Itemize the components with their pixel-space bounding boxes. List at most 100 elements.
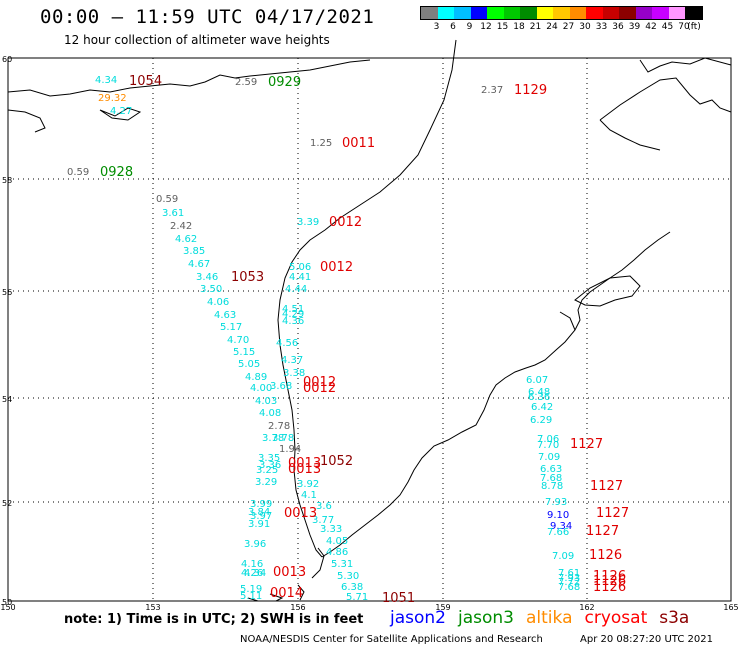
wave-height-value: 1.94 [279, 444, 301, 455]
wave-height-value: 3.85 [183, 246, 205, 257]
wave-height-value: 4.08 [259, 408, 281, 419]
latitude-label: 56 [2, 288, 12, 297]
wave-height-value: 3.77 [312, 515, 334, 526]
colorbar-labels: 3 6 9 12 15 18 21 24 27 30 33 36 39 42 45 70 (ft) [420, 22, 703, 34]
wave-height-colorbar: 3 6 9 12 15 18 21 24 27 30 33 36 39 42 45 70 (ft) [420, 6, 703, 34]
colorbar-swatch [619, 7, 636, 19]
map-subtitle: 12 hour collection of altimeter wave hei… [64, 33, 330, 47]
pass-time-label: 0014 [270, 586, 303, 601]
colorbar-swatch [536, 7, 553, 19]
colorbar-label: 45 [661, 22, 674, 32]
wave-height-value: 7.68 [558, 582, 580, 593]
colorbar-swatch [652, 7, 669, 19]
colorbar-label: 6 [450, 22, 456, 32]
wave-height-value: 3.92 [297, 479, 319, 490]
wave-height-value: 2.59 [235, 77, 257, 88]
wave-height-value: 5.06 [289, 262, 311, 273]
wave-height-value: 3.36 [259, 460, 281, 471]
wave-height-value: 6.48 [528, 387, 550, 398]
footer-credit: NOAA/NESDIS Center for Satellite Applica… [240, 634, 543, 645]
pass-time-label: 0011 [342, 136, 375, 151]
wave-height-value: 7.93 [545, 497, 567, 508]
wave-height-value: 0.59 [67, 167, 89, 178]
pass-time-label: 1054 [129, 74, 162, 89]
wave-height-value: 4.70 [227, 335, 249, 346]
latitude-label: 50 [2, 598, 12, 607]
wave-height-value: 8.78 [541, 481, 563, 492]
wave-height-value: 4.63 [214, 310, 236, 321]
wave-height-value: 5.19 [240, 584, 262, 595]
wave-height-value: 4.29 [282, 309, 304, 320]
colorbar-swatch [586, 7, 603, 19]
wave-height-value: 7.70 [537, 440, 559, 451]
latitude-label: 54 [2, 395, 12, 404]
wave-height-value: 3.50 [200, 284, 222, 295]
pass-time-labels: 1054 092909281129001100120012105300120012… [100, 74, 629, 606]
wave-height-value: 5.30 [337, 571, 359, 582]
wave-height-value: 7.68 [540, 473, 562, 484]
pass-time-label: 1129 [514, 83, 547, 98]
wave-height-value: 9.10 [547, 510, 569, 521]
colorbar-label: 33 [595, 22, 608, 32]
wave-height-value: 7.06 [537, 434, 559, 445]
wave-height-value: 6.63 [540, 464, 562, 475]
colorbar-label: (ft) [687, 22, 701, 32]
colorbar-swatch [602, 7, 619, 19]
pass-time-label: 0012 [303, 375, 336, 390]
pass-time-label: 1127 [596, 506, 629, 521]
colorbar-label: 12 [480, 22, 492, 32]
wave-height-value: 4.05 [326, 536, 348, 547]
wave-height-value: 3.39 [297, 217, 319, 228]
wave-height-value: 3.33 [320, 524, 342, 535]
colorbar-swatch [470, 7, 487, 19]
wave-height-value: 3.38 [283, 368, 305, 379]
wave-height-value: 0.59 [156, 194, 178, 205]
latitude-label: 52 [2, 499, 12, 508]
wave-height-value: 7.09 [552, 551, 574, 562]
colorbar-swatch [503, 7, 520, 19]
colorbar-label: 21 [529, 22, 542, 32]
wave-height-value: 3.46 [196, 272, 218, 283]
wave-height-value: 4.03 [255, 396, 277, 407]
pass-time-label: 1127 [570, 437, 603, 452]
wave-height-value: 3.6 [316, 501, 332, 512]
wave-height-value: 4.37 [281, 355, 303, 366]
pass-time-label: 0013 [273, 565, 306, 580]
wave-height-value: 3.25 [256, 465, 278, 476]
colorbar-swatch [569, 7, 586, 19]
colorbar-swatch [668, 7, 685, 19]
pass-time-label: 1126 [593, 569, 626, 584]
satellite-legend-cryosat: cryosat [584, 608, 648, 628]
footer-note: note: 1) Time is in UTC; 2) SWH is in fe… [64, 612, 364, 627]
colorbar-swatch [635, 7, 652, 19]
wave-height-value: 4.89 [245, 372, 267, 383]
wave-height-value: 6.42 [531, 402, 553, 413]
pass-time-label: 0929 [268, 75, 301, 90]
wave-height-value: 3.78 [272, 433, 294, 444]
colorbar-label: 18 [513, 22, 525, 32]
pass-time-label: 0928 [100, 165, 133, 180]
wave-height-value: 5.17 [220, 322, 242, 333]
wave-height-value: 7.61 [558, 568, 580, 579]
wave-height-value: 4.16 [241, 559, 263, 570]
longitude-label: 165 [723, 603, 738, 612]
map-gridlines [8, 58, 731, 601]
pass-time-label: 1127 [590, 479, 623, 494]
wave-height-value: 5.05 [238, 359, 260, 370]
longitude-label: 162 [579, 603, 594, 612]
wave-height-value: 4.86 [326, 547, 348, 558]
wave-height-value: 4.36 [282, 316, 304, 327]
wave-height-value: 3.99 [250, 499, 272, 510]
wave-height-value: 2.78 [268, 421, 290, 432]
colorbar-label: 70 [678, 22, 690, 32]
colorbar-swatch [520, 7, 537, 19]
wave-height-value: 4.62 [175, 234, 197, 245]
wave-height-labels: 4.34 29.32 4.27 2.59 2.37 1.25 0.59 0.59 3.61 2.4… [67, 75, 580, 603]
wave-height-value: 4.34 [95, 75, 117, 86]
colorbar-label: 30 [579, 22, 591, 32]
longitude-label: 153 [145, 603, 160, 612]
wave-height-value: 7.72 [558, 577, 580, 588]
wave-height-value: 6.36 [528, 392, 550, 403]
wave-height-value: 5.15 [233, 347, 255, 358]
